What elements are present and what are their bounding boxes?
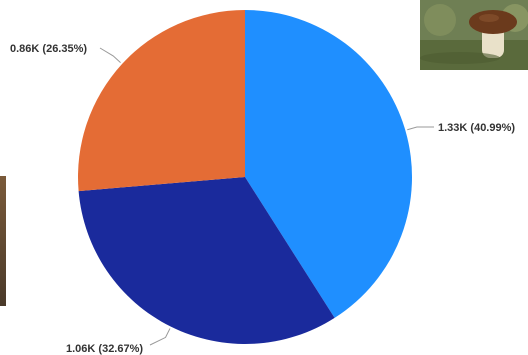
leader-line-1 — [149, 328, 171, 346]
cropped-photo-left-edge — [0, 176, 6, 306]
leader-lines — [99, 47, 435, 346]
pie-slice-0 — [245, 10, 412, 318]
slice-label-1-06k: 1.06K (32.67%) — [66, 343, 143, 355]
mushroom-photo-icon — [420, 0, 528, 70]
pie-slice-2 — [78, 10, 245, 192]
pie-slices — [78, 10, 412, 344]
leader-line-2 — [99, 47, 121, 64]
leader-line-0 — [407, 126, 435, 131]
slice-label-1-33k: 1.33K (40.99%) — [438, 122, 515, 134]
slice-label-0-86k: 0.86K (26.35%) — [10, 43, 87, 55]
pie-slice-1 — [78, 177, 335, 344]
